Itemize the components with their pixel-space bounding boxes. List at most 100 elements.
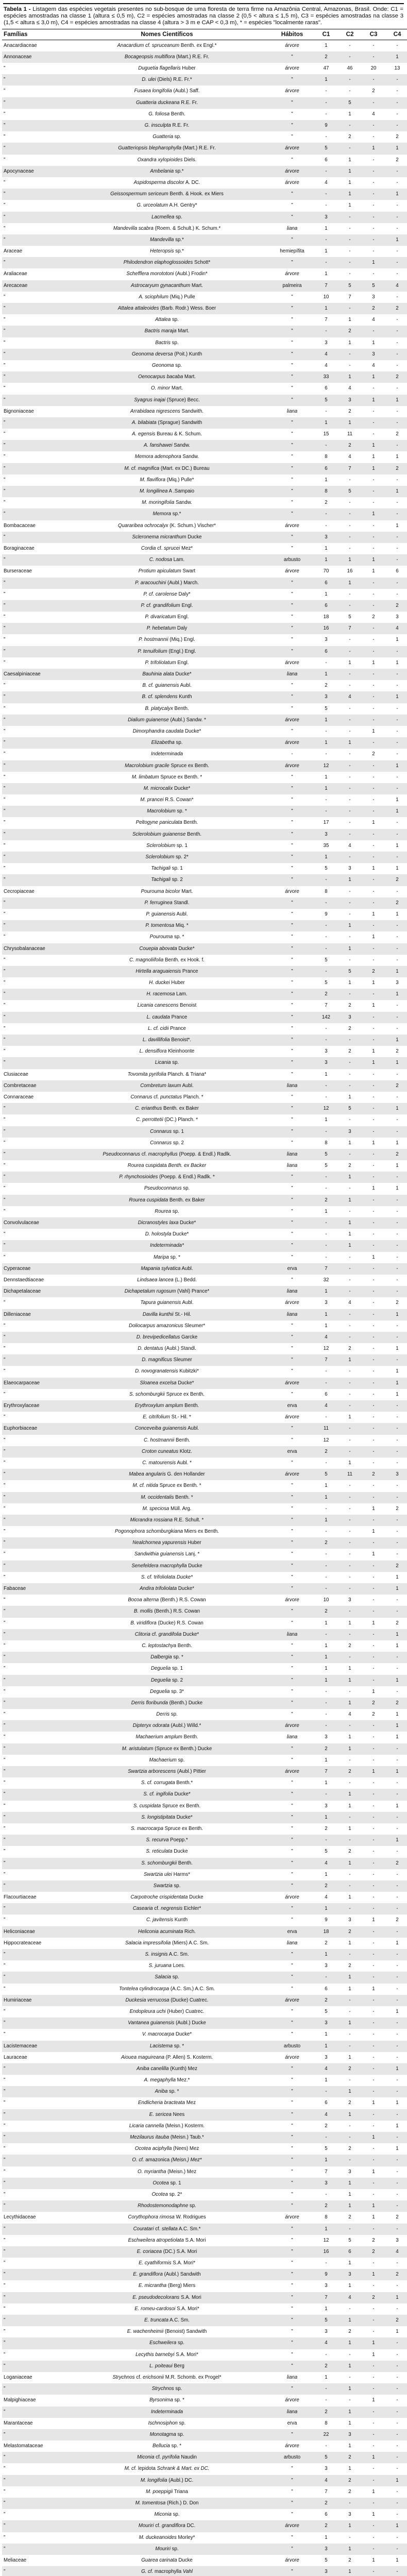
cell-c4: - <box>396 1529 398 1535</box>
cell-c4: - <box>396 88 398 94</box>
cell-familia: " <box>2 1469 64 1481</box>
cell-familia: " <box>2 2132 64 2144</box>
column-header-nomes-cientificos: Nomes Científicos <box>64 28 270 40</box>
table-row: " M. microcalix Ducke* " 1- - - <box>2 783 407 795</box>
cell-c3: - <box>372 1460 375 1466</box>
cell-c1: 6 <box>314 577 338 589</box>
cell-c2: 1 <box>338 1240 362 1252</box>
table-row: Fabaceae Andira trifoliolata Ducke* " - - -1 <box>2 1583 407 1595</box>
cell-c4: 2 <box>396 431 399 437</box>
cell-familia: Araceae <box>4 248 23 255</box>
cell-habito: " <box>270 1492 314 1503</box>
cell-c4: 1 <box>396 1734 399 1740</box>
top-rule <box>3 3 404 4</box>
cell-c3: - <box>362 1148 385 1161</box>
cell-familia: " <box>2 2018 64 2029</box>
cell-c4: 2 <box>385 600 407 612</box>
cell-habito: " <box>291 1642 293 1649</box>
cell-nome-cientifico: Licania sp. <box>64 1057 270 1069</box>
cell-habito: liana <box>270 1080 314 1092</box>
cell-nome-cientifico: Rourea cuspidata Benth. ex Baker <box>64 1194 270 1206</box>
cell-habito: liana <box>286 1940 298 1946</box>
cell-c3: - <box>372 1642 375 1649</box>
cell-habito: " <box>291 1574 293 1580</box>
cell-familia: " <box>2 74 64 86</box>
cell-nome-cientifico: L. cf. cidii Prance <box>148 1025 186 1031</box>
cell-c3: - <box>372 705 375 711</box>
cell-c4: - <box>396 1597 398 1603</box>
cell-familia: " <box>2 1720 64 1732</box>
cell-c4: - <box>396 317 398 323</box>
cell-familia: " <box>4 2351 6 2358</box>
cell-c2: - <box>349 2397 351 2403</box>
cell-c4: - <box>385 852 407 863</box>
cell-c2: - <box>338 669 362 681</box>
cell-c1: 3 <box>314 828 338 840</box>
cell-c2: - <box>349 1757 351 1763</box>
cell-c1: 5 <box>314 2315 338 2327</box>
cell-habito: " <box>291 1780 293 1786</box>
cell-c1: 5 <box>325 866 328 872</box>
cell-c1: - <box>325 1711 327 1718</box>
table-row: " Strychnos sp. " -1- - <box>2 2383 407 2395</box>
cell-c4: 1 <box>396 1346 399 1352</box>
cell-nome-cientifico: Doliocarpus amazonicus Sleumer* <box>128 1323 206 1329</box>
table-row: " Aniba sp. * " -1- - <box>2 2086 407 2098</box>
cell-habito: árvore <box>270 714 314 726</box>
cell-familia: " <box>2 828 64 840</box>
cell-familia: " <box>2 874 64 886</box>
cell-c4: 4 <box>385 2246 407 2258</box>
cell-habito: " <box>291 2306 293 2312</box>
cell-c1: 6 <box>314 646 338 657</box>
cell-c2: - <box>349 1780 351 1786</box>
cell-c1: 10 <box>323 1597 329 1603</box>
table-row: " Swartzia ulei Harms* " 1- - - <box>2 1869 407 1880</box>
table-row: " Scleronema micranthum Ducke " 3- - - <box>2 531 407 543</box>
cell-nome-cientifico: D. brevipedicellatus Garcke <box>64 1331 270 1344</box>
table-row: " Bocoa alterna (Benth.) R.S. Cowan árvore… <box>2 1595 407 1606</box>
cell-habito: arbusto <box>270 2040 314 2052</box>
cell-familia: " <box>2 1835 64 1846</box>
cell-c1: 1 <box>314 417 338 429</box>
cell-c1: 1 <box>314 783 338 795</box>
cell-c2: 7 <box>348 294 351 300</box>
cell-familia: " <box>4 2237 6 2243</box>
table-row: Anacardiaceae Anacardium cf. spruceanum B… <box>2 40 407 52</box>
cell-habito: " <box>270 1537 314 1549</box>
cell-c3: - <box>362 920 385 932</box>
cell-habito: " <box>270 1811 314 1823</box>
cell-c4: - <box>396 820 398 826</box>
cell-habito: " <box>291 1871 293 1877</box>
cell-nome-cientifico: P. cf. grandifolium Engl. <box>64 600 270 612</box>
cell-c4: 1 <box>396 1368 399 1375</box>
cell-c2: - <box>338 1035 362 1046</box>
cell-c2: - <box>338 1652 362 1664</box>
cell-c1: 7 <box>314 1354 338 1366</box>
cell-c2: - <box>349 888 351 894</box>
cell-nome-cientifico: S. recurva Poepp.* <box>64 1835 270 1846</box>
cell-habito: " <box>270 1103 314 1115</box>
cell-nome-cientifico: Eschweilera sp. <box>64 2337 270 2349</box>
cell-c2: 1 <box>348 2443 351 2449</box>
cell-c2: 1 <box>338 2200 362 2212</box>
table-row: " Miconia cf. pyrifolia Naudin arbusto 5 2 1- <box>2 2452 407 2464</box>
cell-c3: - <box>372 1368 375 1375</box>
cell-nome-cientifico: A. fanshawei Sandw. <box>64 440 270 452</box>
cell-familia: " <box>2 2543 64 2555</box>
cell-habito: " <box>291 294 293 300</box>
cell-c3: 1 <box>362 554 385 566</box>
cell-c1: - <box>314 97 338 109</box>
cell-habito: liana <box>270 1148 314 1161</box>
cell-nome-cientifico: S. longistipitata Ducke* <box>64 1811 270 1823</box>
cell-familia: " <box>4 1505 6 1512</box>
cell-habito: " <box>270 1606 314 1618</box>
table-row: " Lecythis barnebyi S.A. Mori* " - -1- <box>2 2349 407 2361</box>
cell-c1: - <box>325 1185 327 1192</box>
table-row: " D. novogranatensis Kubitzki* " - - -1 <box>2 1366 407 1377</box>
cell-c4: - <box>385 1400 407 1412</box>
cell-c3: - <box>362 2040 385 2052</box>
cell-c3: - <box>372 957 375 963</box>
table-row: " Pseudoconnarus cf. macrophyllus (Poepp.… <box>2 1148 407 1161</box>
cell-familia: " <box>4 1963 6 1969</box>
cell-c1: 5 <box>314 2452 338 2464</box>
